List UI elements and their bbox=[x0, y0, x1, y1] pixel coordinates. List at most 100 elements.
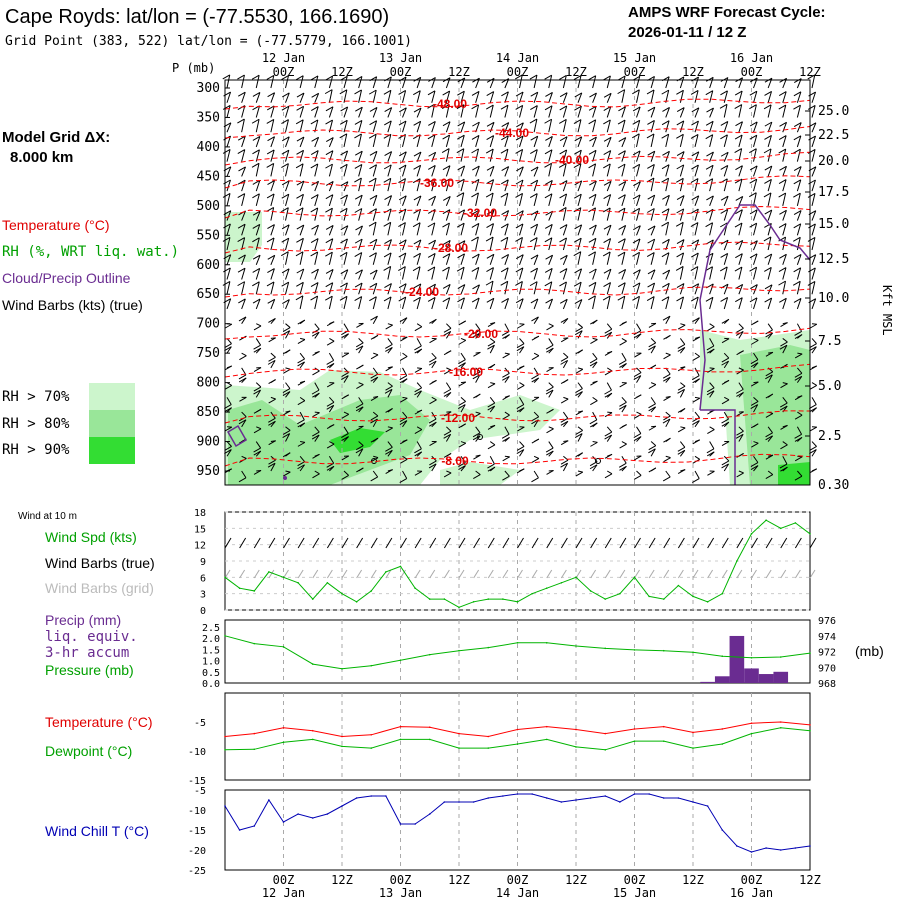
wind-tick-label: 9 bbox=[200, 557, 206, 568]
wind-barb-feather bbox=[560, 318, 569, 323]
wind-barb-feather bbox=[398, 134, 406, 139]
wind-barb-feather bbox=[662, 282, 670, 288]
wind-barb-feather bbox=[354, 89, 362, 95]
wind-barb-feather bbox=[617, 251, 626, 257]
wind-barb-feather bbox=[355, 269, 363, 275]
wind-barb bbox=[782, 456, 788, 465]
wind-speed-point bbox=[662, 598, 665, 600]
wind-barb-feather bbox=[281, 237, 289, 243]
wind-speed-point bbox=[633, 576, 636, 579]
wind-barb bbox=[548, 389, 554, 398]
wind-barb bbox=[548, 441, 554, 449]
wind-barb bbox=[416, 209, 421, 221]
wind-barb bbox=[606, 295, 611, 310]
wind-barb-feather bbox=[501, 298, 509, 303]
wind-barb-feather bbox=[632, 238, 641, 244]
wind-barb bbox=[679, 107, 685, 118]
wind-barb bbox=[767, 470, 774, 475]
wind-barb-feather bbox=[297, 422, 306, 428]
wind-barb-feather bbox=[281, 207, 289, 213]
wind-barb bbox=[226, 441, 232, 447]
wind-barb-feather bbox=[283, 471, 291, 477]
wind-barb bbox=[358, 133, 362, 148]
wind-barb-feather bbox=[530, 254, 539, 260]
wind-barb bbox=[300, 441, 306, 443]
wind-barb-feather bbox=[676, 151, 685, 157]
wind-barb-feather bbox=[355, 345, 364, 351]
wind-speed-point bbox=[443, 598, 446, 600]
pressure-point bbox=[545, 642, 548, 644]
wind-barb-feather bbox=[764, 284, 773, 290]
wind-barb-feather bbox=[281, 268, 290, 274]
wind-barb bbox=[475, 236, 479, 251]
wind-barb bbox=[445, 284, 451, 295]
wind-barb bbox=[402, 178, 406, 192]
wind-barb bbox=[592, 455, 598, 463]
wind-barb bbox=[679, 441, 686, 448]
wind-barb bbox=[621, 137, 627, 148]
wind-grid-barb bbox=[356, 569, 363, 579]
wind-barb bbox=[241, 74, 245, 89]
wind-10m-barb bbox=[253, 537, 261, 549]
wind-barb-feather bbox=[588, 237, 597, 243]
wind-barb bbox=[709, 151, 714, 162]
wind-barb-feather bbox=[341, 352, 350, 358]
wind-barb bbox=[504, 352, 510, 355]
wind-barb-feather bbox=[312, 412, 320, 418]
wind-barb bbox=[241, 470, 247, 479]
wind-barb bbox=[299, 194, 304, 206]
wind-barb-feather bbox=[442, 209, 451, 215]
top-date-label: 13 Jan bbox=[379, 51, 422, 65]
wind-barb bbox=[387, 76, 392, 89]
wind-barb bbox=[606, 93, 612, 103]
wind-barb bbox=[402, 208, 407, 221]
wind-barb-feather bbox=[224, 365, 233, 371]
wind-barb-feather bbox=[749, 253, 758, 259]
wind-barb-feather bbox=[529, 118, 538, 124]
wind-barb bbox=[504, 223, 509, 236]
wind-barb bbox=[460, 240, 466, 251]
wind-barb-feather bbox=[792, 280, 801, 286]
wind-barb-feather bbox=[252, 193, 260, 199]
wind-barb-feather bbox=[487, 466, 496, 472]
windchill-point bbox=[414, 823, 416, 825]
wind-barb bbox=[358, 282, 363, 295]
wind-barb-feather bbox=[311, 136, 319, 142]
wind-barb bbox=[650, 238, 656, 251]
wind-barb bbox=[796, 426, 803, 435]
wind-barb-feather bbox=[690, 222, 699, 227]
wind-barb bbox=[636, 252, 641, 265]
wind-10m-barbs bbox=[224, 537, 817, 579]
wind-barb-feather bbox=[281, 224, 290, 230]
height-tick-label: 25.0 bbox=[818, 104, 849, 119]
precip-tick-label: 1.0 bbox=[202, 657, 220, 668]
wind-barb bbox=[372, 178, 377, 192]
wind-speed-point bbox=[414, 587, 416, 590]
wind-barb bbox=[387, 323, 393, 326]
wind-barb bbox=[636, 133, 640, 148]
wind-barb-feather bbox=[765, 474, 774, 480]
wind-barb bbox=[797, 352, 803, 355]
wind-barb bbox=[489, 441, 496, 446]
wind-barb bbox=[548, 254, 554, 265]
wind-barb bbox=[738, 470, 744, 474]
windchill-point bbox=[502, 795, 504, 797]
wind-barb bbox=[665, 164, 670, 177]
wind-barb-feather bbox=[676, 296, 684, 302]
wind-barb-feather bbox=[456, 222, 465, 228]
wind-barb-feather bbox=[573, 75, 582, 80]
wind-barb bbox=[387, 195, 393, 207]
wind-barb bbox=[387, 164, 392, 177]
wind-barb bbox=[592, 180, 597, 192]
wind-barb bbox=[285, 382, 291, 389]
wind-barb bbox=[328, 456, 335, 464]
wind-barb-feather bbox=[427, 178, 436, 184]
isotherm-label: -36.00 bbox=[420, 176, 454, 190]
wind-barb bbox=[416, 323, 423, 328]
wind-barb-feather bbox=[793, 223, 801, 229]
wind-barb-feather bbox=[429, 421, 437, 427]
wind-barb bbox=[431, 121, 436, 133]
isotherm-line bbox=[224, 241, 811, 254]
wind-barb bbox=[270, 299, 276, 310]
